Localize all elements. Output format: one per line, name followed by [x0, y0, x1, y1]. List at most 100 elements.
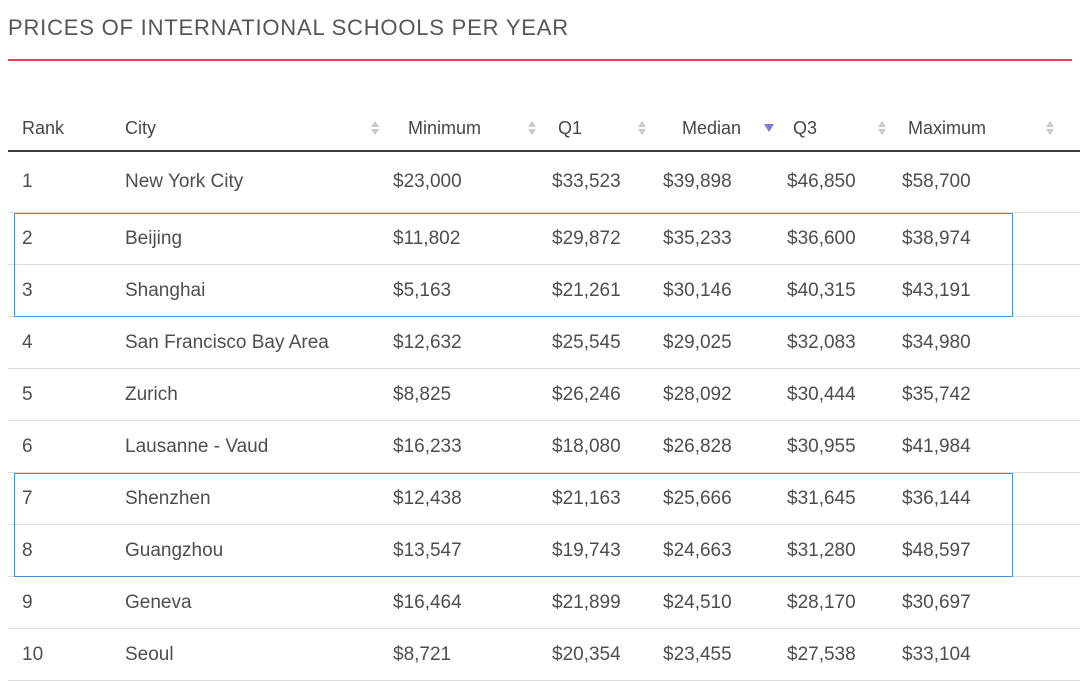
q1-cell: $18,080 [552, 435, 621, 457]
triangle-up-icon [638, 121, 646, 127]
rank-cell: 9 [22, 591, 33, 613]
rank-cell: 2 [22, 227, 33, 249]
maximum-cell: $33,104 [902, 643, 971, 665]
column-label-q1: Q1 [558, 118, 583, 138]
triangle-down-icon [1046, 129, 1054, 135]
city-cell: Guangzhou [125, 539, 224, 561]
minimum-cell: $5,163 [393, 279, 452, 301]
minimum-cell: $16,233 [393, 435, 462, 457]
table-row-5: 5 Zurich $8,825 $26,246 $28,092 $30,444 $35,74… [8, 369, 1080, 421]
q1-cell: $21,899 [552, 591, 621, 613]
rank-cell: 10 [22, 643, 44, 665]
column-header-minimum[interactable]: Minimum [391, 119, 550, 150]
page-title: PRICES OF INTERNATIONAL SCHOOLS PER YEAR [8, 15, 569, 40]
city-cell: Seoul [125, 643, 174, 665]
sort-toggle-icon[interactable] [638, 121, 646, 135]
median-cell: $24,663 [663, 539, 732, 561]
minimum-cell: $13,547 [393, 539, 462, 561]
city-cell: New York City [125, 171, 244, 192]
median-cell: $24,510 [663, 591, 732, 613]
maximum-cell: $35,742 [902, 383, 971, 405]
column-header-q3[interactable]: Q3 [785, 119, 900, 150]
median-cell: $39,898 [663, 171, 732, 192]
q3-cell: $28,170 [787, 591, 856, 613]
triangle-down-icon [878, 129, 886, 135]
q3-cell: $36,600 [787, 227, 856, 249]
q1-cell: $29,872 [552, 227, 621, 249]
city-cell: Lausanne - Vaud [125, 435, 269, 457]
q1-cell: $25,545 [552, 331, 621, 353]
city-cell: Beijing [125, 227, 183, 249]
rank-cell: 8 [22, 539, 33, 561]
city-cell: Zurich [125, 383, 178, 405]
maximum-cell: $58,700 [902, 171, 971, 192]
sort-toggle-icon[interactable] [371, 121, 379, 135]
sort-descending-icon[interactable] [764, 124, 774, 132]
table-row-3: 3 Shanghai $5,163 $21,261 $30,146 $40,315 $43,… [8, 265, 1080, 317]
q3-cell: $27,538 [787, 643, 856, 665]
table-row-7: 7 Shenzhen $12,438 $21,163 $25,666 $31,645 $36… [8, 473, 1080, 525]
sort-toggle-icon[interactable] [528, 121, 536, 135]
rank-cell: 6 [22, 435, 33, 457]
table-row-4: 4 San Francisco Bay Area $12,632 $25,545 $29… [8, 317, 1080, 369]
table-header-row: Rank City Minimum Q1 Median Q3 Maximum [8, 98, 1080, 152]
q1-cell: $26,246 [552, 383, 621, 405]
rank-cell: 1 [22, 171, 33, 192]
title-underline [8, 59, 1072, 61]
table-row-6: 6 Lausanne - Vaud $16,233 $18,080 $26,828 $30… [8, 421, 1080, 473]
column-header-q1[interactable]: Q1 [550, 119, 661, 150]
column-label-minimum: Minimum [408, 118, 482, 138]
rank-cell: 5 [22, 383, 33, 405]
minimum-cell: $12,632 [393, 331, 462, 353]
sort-toggle-icon[interactable] [878, 121, 886, 135]
table-row-1: 1 New York City $23,000 $33,523 $39,898 $46,8… [8, 152, 1080, 213]
triangle-up-icon [371, 121, 379, 127]
q3-cell: $31,645 [787, 487, 856, 509]
maximum-cell: $36,144 [902, 487, 971, 509]
triangle-down-icon [528, 129, 536, 135]
table-row-10: 10 Seoul $8,721 $20,354 $23,455 $27,538 $33,10… [8, 629, 1080, 681]
column-label-maximum: Maximum [908, 118, 987, 138]
q3-cell: $32,083 [787, 331, 856, 353]
median-cell: $23,455 [663, 643, 732, 665]
q1-cell: $20,354 [552, 643, 621, 665]
q3-cell: $40,315 [787, 279, 856, 301]
column-label-q3: Q3 [793, 118, 818, 138]
rank-cell: 3 [22, 279, 33, 301]
column-label-median: Median [682, 118, 742, 138]
median-cell: $29,025 [663, 331, 732, 353]
international-school-prices-table: Rank City Minimum Q1 Median Q3 Maximum 1 New Yo… [8, 98, 1080, 681]
maximum-cell: $30,697 [902, 591, 971, 613]
maximum-cell: $41,984 [902, 435, 971, 457]
q1-cell: $21,261 [552, 279, 621, 301]
city-cell: Shenzhen [125, 487, 211, 509]
maximum-cell: $43,191 [902, 279, 971, 301]
column-header-median[interactable]: Median [661, 119, 785, 150]
q1-cell: $19,743 [552, 539, 621, 561]
minimum-cell: $12,438 [393, 487, 462, 509]
median-cell: $26,828 [663, 435, 732, 457]
table-row-2: 2 Beijing $11,802 $29,872 $35,233 $36,600 $38,… [8, 213, 1080, 265]
city-cell: Geneva [125, 591, 192, 613]
column-header-city[interactable]: City [103, 119, 391, 150]
q1-cell: $21,163 [552, 487, 621, 509]
median-cell: $25,666 [663, 487, 732, 509]
minimum-cell: $8,721 [393, 643, 452, 665]
median-cell: $35,233 [663, 227, 732, 249]
triangle-up-icon [1046, 121, 1054, 127]
table-row-9: 9 Geneva $16,464 $21,899 $24,510 $28,170 $30,6… [8, 577, 1080, 629]
q3-cell: $46,850 [787, 171, 856, 192]
column-header-rank: Rank [8, 119, 103, 150]
triangle-up-icon [528, 121, 536, 127]
q3-cell: $30,444 [787, 383, 856, 405]
column-header-maximum[interactable]: Maximum [900, 119, 1080, 150]
rank-cell: 4 [22, 331, 33, 353]
triangle-down-icon [764, 124, 774, 132]
q3-cell: $31,280 [787, 539, 856, 561]
sort-toggle-icon[interactable] [1046, 121, 1054, 135]
maximum-cell: $38,974 [902, 227, 971, 249]
minimum-cell: $16,464 [393, 591, 462, 613]
table-row-8: 8 Guangzhou $13,547 $19,743 $24,663 $31,280 $4… [8, 525, 1080, 577]
triangle-up-icon [878, 121, 886, 127]
triangle-down-icon [638, 129, 646, 135]
